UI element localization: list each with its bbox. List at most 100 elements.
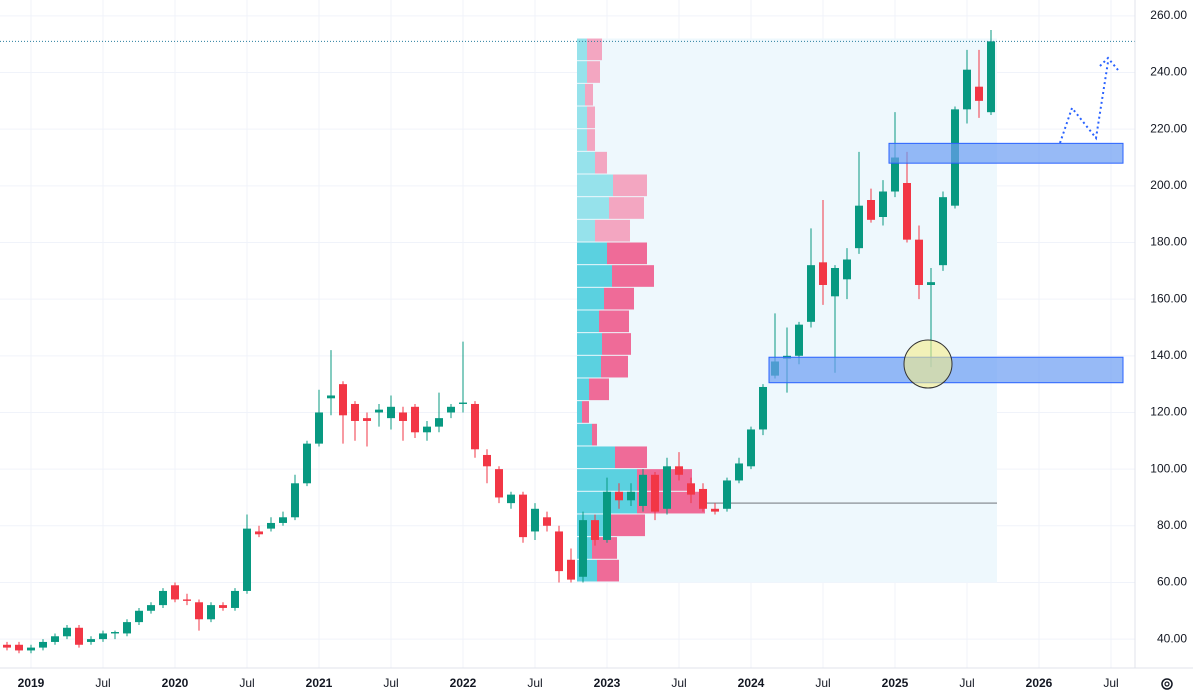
x-tick-label: Jul (671, 676, 686, 690)
candle-body (831, 267, 839, 297)
x-tick-label: 2025 (882, 676, 909, 690)
candle-body (315, 412, 323, 444)
candle-body (855, 205, 863, 249)
candle-body (39, 641, 47, 648)
candle-body (795, 324, 803, 356)
candle-body (363, 418, 371, 421)
highlight-circle (903, 339, 953, 389)
y-tick-label: 180.00 (1150, 235, 1187, 249)
candle-body (243, 528, 251, 591)
candle-body (543, 517, 551, 526)
candle-body (603, 491, 611, 540)
profile-down-bar (613, 174, 647, 197)
x-tick-label: 2024 (738, 676, 765, 690)
profile-up-bar (577, 333, 602, 355)
candles (3, 30, 995, 654)
candle-body (279, 517, 287, 523)
y-tick-label: 200.00 (1150, 178, 1187, 192)
profile-down-bar (592, 537, 617, 559)
profile-down-bar (599, 310, 629, 333)
profile-down-bar (587, 38, 602, 61)
x-tick-label: 2020 (162, 676, 189, 690)
candle-body (339, 384, 347, 416)
candle-body (27, 647, 35, 651)
profile-up-bar (577, 355, 601, 378)
x-tick-label: Jul (95, 676, 110, 690)
x-tick-label: Jul (815, 676, 830, 690)
candle-body (15, 644, 23, 651)
y-tick-label: 80.00 (1157, 518, 1187, 532)
candle-body (99, 633, 107, 640)
x-tick-label: 2021 (306, 676, 333, 690)
profile-down-bar (595, 151, 607, 174)
y-tick-label: 220.00 (1150, 121, 1187, 135)
profile-up-bar (577, 129, 587, 151)
candle-body (915, 239, 923, 285)
candle-body (675, 466, 683, 475)
candle-body (351, 403, 359, 421)
candle-body (555, 531, 563, 572)
candle-body (927, 282, 935, 285)
y-tick-label: 100.00 (1150, 461, 1187, 475)
candle-body (759, 386, 767, 430)
profile-up-bar (577, 310, 599, 333)
candle-body (471, 403, 479, 450)
candle-body (327, 395, 335, 399)
candle-body (207, 605, 215, 620)
profile-down-bar (610, 514, 645, 537)
candle-body (975, 86, 983, 101)
profile-down-bar (595, 219, 630, 242)
candle-body (903, 183, 911, 240)
candle-body (519, 494, 527, 538)
candle-body (615, 491, 623, 501)
profile-down-bar (612, 265, 654, 287)
y-tick-label: 140.00 (1150, 348, 1187, 362)
candle-body (867, 200, 875, 220)
candle-body (147, 605, 155, 611)
profile-down-bar (592, 423, 597, 446)
profile-down-bar (587, 61, 600, 83)
candle-body (507, 494, 515, 504)
candle-body (987, 41, 995, 113)
candle-body (495, 469, 503, 498)
candle-body (459, 402, 467, 404)
candle-body (123, 622, 131, 634)
x-tick-label: Jul (239, 676, 254, 690)
candle-body (447, 406, 455, 413)
candle-body (639, 474, 647, 506)
profile-up-bar (577, 151, 595, 174)
candle-body (435, 418, 443, 427)
candle-body (195, 602, 203, 620)
profile-up-bar (577, 174, 613, 197)
profile-up-bar (577, 242, 607, 265)
candle-body (819, 262, 827, 285)
profile-up-bar (577, 38, 587, 61)
candle-body (255, 531, 263, 535)
profile-down-bar (602, 333, 631, 355)
profile-up-bar (577, 83, 585, 106)
profile-down-bar (587, 106, 595, 129)
profile-up-bar (577, 401, 582, 423)
candle-body (735, 463, 743, 481)
candle-body (483, 454, 491, 467)
profile-up-bar (577, 378, 589, 401)
profile-down-bar (589, 378, 609, 401)
candle-body (567, 559, 575, 580)
candle-body (747, 429, 755, 467)
candle-body (843, 259, 851, 280)
settings-icon[interactable] (1161, 678, 1173, 690)
candle-body (807, 265, 815, 322)
profile-down-bar (607, 242, 647, 265)
profile-down-bar (609, 197, 644, 219)
profile-up-bar (577, 265, 612, 287)
x-tick-label: 2019 (18, 676, 45, 690)
candle-body (75, 627, 83, 645)
candle-body (291, 483, 299, 518)
candle-body (663, 466, 671, 509)
profile-up-bar (577, 446, 615, 469)
candle-body (651, 474, 659, 512)
candle-body (711, 508, 719, 512)
candle-body (87, 639, 95, 642)
candle-body (183, 599, 191, 601)
candle-body (879, 191, 887, 218)
